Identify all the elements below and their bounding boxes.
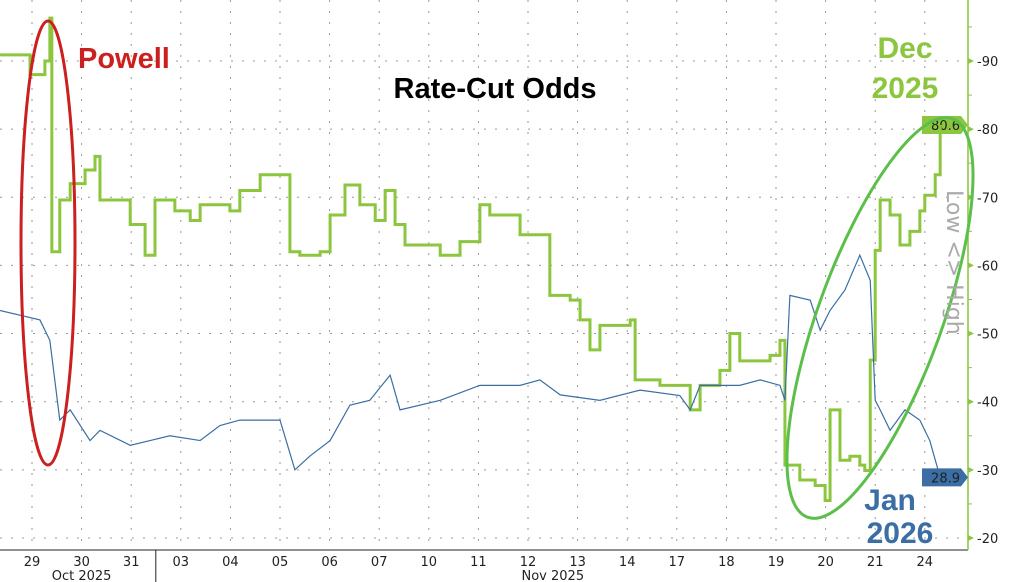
x-tick-label: 13	[569, 555, 586, 570]
x-tick-label: 06	[321, 555, 338, 570]
x-tick-label: 17	[669, 555, 686, 570]
y-axis-label: Low <> High	[941, 190, 966, 335]
y-tick-label: -60	[977, 259, 998, 274]
y-tick-label: -30	[977, 464, 998, 479]
y-tick-mark	[968, 262, 974, 269]
jan-label-line1: Jan	[864, 484, 916, 517]
y-tick-label: -40	[977, 396, 998, 411]
y-axis: -20 -30 -40 -50 -60 -70 -80 -90 80.6 28.9	[922, 0, 998, 550]
series-lines	[0, 16, 942, 503]
x-tick-label: 18	[718, 555, 735, 570]
x-tick-label: 11	[470, 555, 487, 570]
x-axis: 29 30 31 03 04 05 06 07 10 11 12 13 14 17 18 19 20 21 24 Oc…	[0, 549, 968, 582]
x-tick-label: 12	[520, 555, 537, 570]
y-tick-mark	[968, 534, 974, 541]
x-month-label: Oct 2025	[52, 569, 112, 582]
x-tick-label: 24	[917, 555, 934, 570]
x-tick-label: 19	[768, 555, 785, 570]
dec-ellipse	[785, 116, 975, 520]
last-value-label: 28.9	[931, 471, 960, 486]
y-tick-mark	[968, 126, 974, 133]
jan-label-line2: 2026	[867, 517, 934, 550]
x-month-label: Nov 2025	[522, 569, 585, 582]
powell-ellipse	[19, 19, 77, 467]
y-tick-mark	[968, 398, 974, 405]
y-tick-mark	[968, 466, 974, 473]
x-tick-label: 29	[24, 555, 41, 570]
last-value-label: 80.6	[931, 119, 960, 134]
x-tick-label: 05	[272, 555, 289, 570]
x-tick-label: 30	[73, 555, 90, 570]
x-tick-label: 21	[867, 555, 884, 570]
y-tick-label: -20	[977, 532, 998, 547]
y-tick-mark	[968, 330, 974, 337]
y-tick-label: -80	[977, 123, 998, 138]
x-tick-label: 10	[421, 555, 438, 570]
y-tick-mark	[968, 58, 974, 64]
powell-annotation: Powell	[78, 43, 170, 75]
last-value-badge	[922, 468, 968, 487]
x-tick-label: 14	[619, 555, 636, 570]
dec-label-line2: 2025	[872, 72, 939, 105]
dec-label-line1: Dec	[877, 32, 932, 65]
y-tick-label: -70	[977, 191, 998, 206]
x-tick-label: 20	[817, 555, 834, 570]
chart-title: Rate-Cut Odds	[394, 73, 597, 105]
x-tick-label: 03	[173, 555, 190, 570]
x-tick-label: 31	[123, 555, 140, 570]
y-tick-label: -50	[977, 328, 998, 343]
x-tick-label: 07	[371, 555, 388, 570]
y-tick-label: -90	[977, 55, 998, 70]
x-tick-label: 04	[222, 555, 239, 570]
